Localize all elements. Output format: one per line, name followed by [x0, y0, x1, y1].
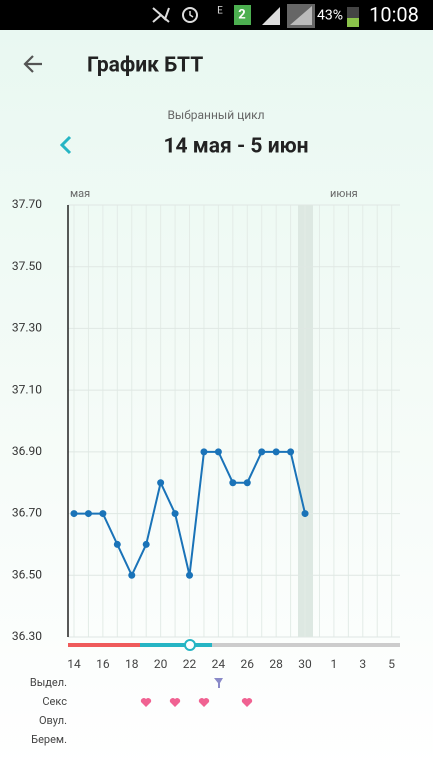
- prev-cycle[interactable]: [59, 135, 72, 155]
- x-tick-label: 24: [212, 657, 226, 671]
- x-tick-label: 22: [183, 657, 197, 671]
- y-tick-label: 37.30: [12, 321, 42, 335]
- temperature-point: [171, 510, 179, 518]
- temperature-point: [214, 448, 222, 456]
- month-label: мая: [70, 187, 90, 200]
- x-tick-label: 18: [125, 657, 139, 671]
- row-label: Берем.: [31, 733, 67, 746]
- temperature-point: [128, 571, 136, 579]
- y-tick-label: 37.10: [12, 382, 42, 396]
- x-tick-label: 20: [154, 657, 168, 671]
- back-button[interactable]: [23, 55, 42, 73]
- x-tick-label: 5: [388, 657, 395, 671]
- clock: 10:08: [369, 2, 419, 26]
- cycle-caption: Выбранный цикл: [167, 108, 264, 122]
- temperature-point: [229, 479, 237, 487]
- temperature-point: [186, 571, 194, 579]
- battery-level: 43%: [317, 8, 343, 24]
- status-bar: [0, 0, 433, 30]
- temperature-point: [157, 479, 165, 487]
- temperature-point: [243, 479, 251, 487]
- cycle-range: 14 мая - 5 июн: [163, 135, 308, 159]
- x-tick-label: 28: [269, 657, 283, 671]
- x-tick-label: 1: [331, 657, 338, 671]
- temperature-point: [272, 448, 280, 456]
- temperature-point: [258, 448, 266, 456]
- y-tick-label: 37.70: [12, 197, 42, 211]
- temperature-point: [301, 510, 309, 518]
- row-label: Выдел.: [30, 676, 67, 689]
- x-tick-label: 16: [96, 657, 110, 671]
- discharge-icon: [214, 678, 223, 688]
- sim-badge: 2: [238, 7, 245, 22]
- chart: 36.30 36.50 36.70 36.90 37.10 37.30 37.50 37.70…: [12, 187, 400, 671]
- phase-bar: [68, 643, 400, 647]
- temperature-point: [287, 448, 295, 456]
- row-label: Секс: [42, 695, 67, 708]
- x-tick-label: 3: [359, 657, 366, 671]
- period-phase: [68, 643, 140, 647]
- x-tick-label: 30: [298, 657, 312, 671]
- temperature-point: [113, 540, 121, 548]
- temperature-point: [142, 540, 150, 548]
- y-tick-label: 37.50: [12, 259, 42, 273]
- y-tick-label: 36.50: [12, 567, 42, 581]
- temperature-point: [99, 510, 107, 518]
- temperature-point: [70, 510, 78, 518]
- x-tick-label: 26: [241, 657, 255, 671]
- sex-icons: [140, 698, 253, 707]
- status-icons: [152, 4, 359, 28]
- temperature-point: [200, 448, 208, 456]
- y-tick-label: 36.90: [12, 444, 42, 458]
- y-tick-label: 36.30: [12, 629, 42, 643]
- page-title: График БТТ: [87, 54, 203, 78]
- row-label: Овул.: [39, 714, 67, 727]
- temperature-point: [84, 510, 92, 518]
- network-type: E: [217, 6, 223, 17]
- x-tick-label: 14: [67, 657, 81, 671]
- month-label: июня: [330, 187, 358, 200]
- ovulation-marker: [184, 639, 196, 651]
- y-tick-label: 36.70: [12, 506, 42, 520]
- fertile-phase: [140, 643, 212, 647]
